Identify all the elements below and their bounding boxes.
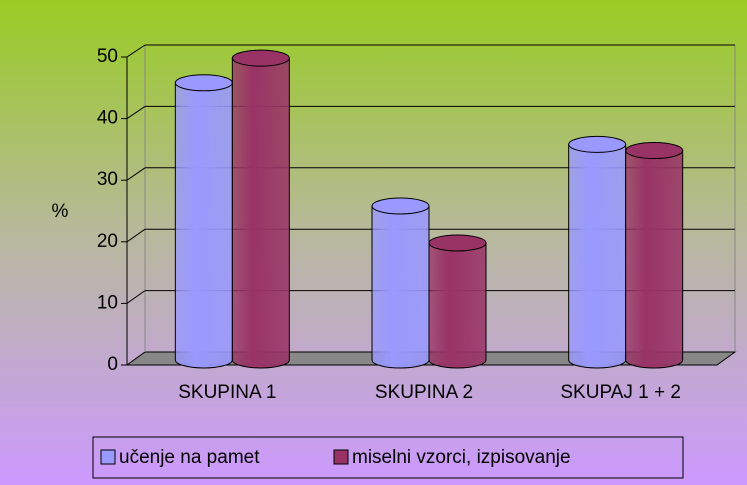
y-axis-label: % — [52, 201, 69, 222]
x-tick-label: SKUPINA 1 — [178, 382, 276, 403]
bar — [625, 150, 684, 369]
bar — [371, 205, 430, 369]
grid-line — [126, 44, 146, 58]
bar — [568, 143, 627, 369]
x-tick-label: SKUPAJ 1 + 2 — [560, 382, 681, 403]
bar-top — [625, 142, 684, 160]
y-tick-label: 50 — [97, 46, 118, 67]
legend-label: učenje na pamet — [119, 447, 260, 468]
legend — [92, 436, 684, 479]
y-tick-label: 20 — [97, 231, 118, 252]
bar — [428, 242, 487, 369]
y-tick-label: 10 — [97, 292, 118, 313]
grid-line — [126, 167, 146, 181]
bar-top — [371, 197, 430, 215]
y-tick-label: 0 — [107, 354, 118, 375]
bar-top — [174, 74, 233, 92]
legend-label: miselni vzorci, izpisovanje — [352, 447, 571, 468]
x-tick-label: SKUPINA 2 — [375, 382, 473, 403]
bar — [231, 57, 290, 369]
bar — [174, 82, 233, 369]
grid-line — [126, 290, 146, 304]
grid-line — [126, 228, 146, 243]
bar-top — [428, 234, 487, 252]
grid-line — [126, 105, 146, 120]
y-tick-label: 40 — [97, 108, 118, 129]
bar-top — [568, 135, 627, 153]
legend-swatch — [333, 449, 349, 465]
y-tick-label: 30 — [97, 169, 118, 190]
bar-top — [231, 49, 290, 67]
legend-swatch — [100, 449, 116, 465]
